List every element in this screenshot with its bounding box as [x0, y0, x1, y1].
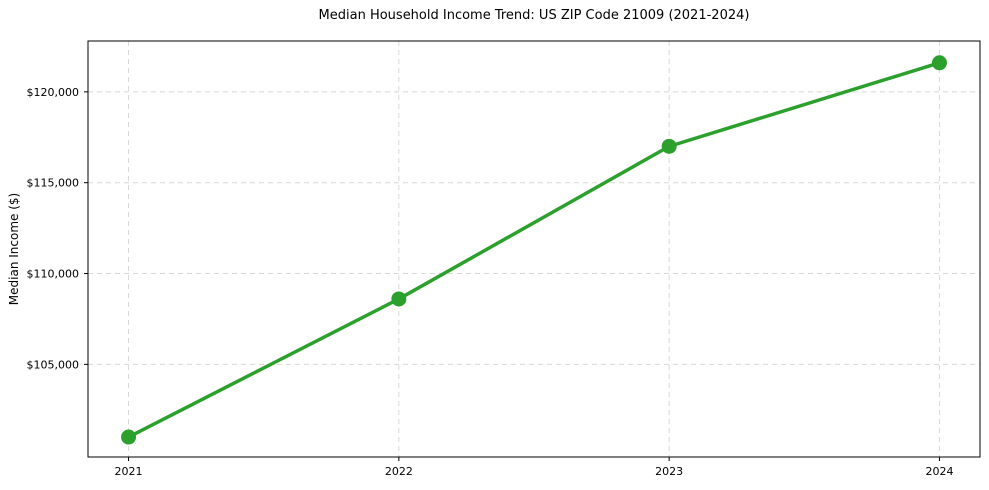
x-tick-label: 2023 [655, 465, 683, 478]
x-tick-label: 2022 [385, 465, 413, 478]
data-point-2023 [661, 138, 677, 154]
data-point-2021 [121, 429, 137, 445]
x-tick-label: 2021 [115, 465, 143, 478]
y-tick-label: $115,000 [27, 177, 80, 190]
data-point-2024 [931, 55, 947, 71]
chart-title: Median Household Income Trend: US ZIP Co… [318, 8, 750, 23]
series-line [126, 61, 942, 439]
y-tick-label: $110,000 [27, 268, 80, 281]
y-tick-label: $120,000 [27, 86, 80, 99]
plot-border [87, 40, 981, 458]
x-tick-label: 2024 [925, 465, 953, 478]
y-tick-label: $105,000 [27, 358, 80, 371]
y-axis-label: Median Income ($) [7, 193, 21, 305]
data-point-2022 [391, 291, 407, 307]
